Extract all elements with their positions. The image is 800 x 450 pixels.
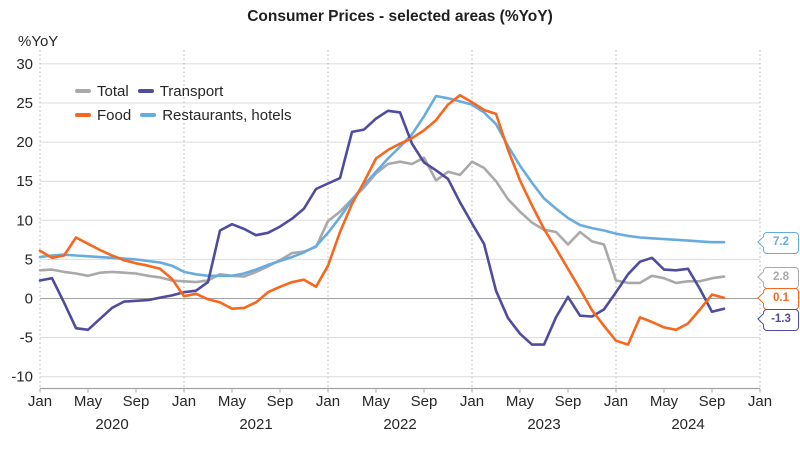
y-tick-label-20: 20 <box>16 134 33 151</box>
legend-label-total: Total <box>97 82 129 100</box>
y-tick-label--5: -5 <box>20 330 33 347</box>
y-tick-label-30: 30 <box>16 56 33 73</box>
end-label-transport: -1.3 <box>757 308 799 331</box>
x-tick-label: Jan <box>316 393 340 410</box>
year-label-2024: 2024 <box>671 416 704 433</box>
y-tick-label-25: 25 <box>16 95 33 112</box>
y-tick-label-10: 10 <box>16 212 33 229</box>
x-tick-label: Jan <box>748 393 772 410</box>
end-label-food: 0.1 <box>757 287 799 310</box>
series-line-total <box>38 156 726 285</box>
legend-swatch-transport <box>137 89 154 93</box>
legend: Total Transport Food Restaurants, hotels <box>75 79 291 127</box>
year-label-2020: 2020 <box>95 416 128 433</box>
year-label-2023: 2023 <box>527 416 560 433</box>
x-tick-label: May <box>218 393 247 410</box>
end-label-total: 2.8 <box>757 266 799 289</box>
x-tick-label: Sep <box>555 393 582 410</box>
y-tick-label-0: 0 <box>25 291 33 308</box>
y-tick-label-15: 15 <box>16 173 33 190</box>
year-label-2021: 2021 <box>239 416 272 433</box>
end-label-restaurants-hotels: 7.2 <box>757 232 799 255</box>
y-tick-label--10: -10 <box>11 369 33 386</box>
x-tick-label: Jan <box>460 393 484 410</box>
legend-label-transport: Transport <box>159 82 224 100</box>
legend-item-restaurants-hotels: Restaurants, hotels <box>140 107 291 124</box>
x-tick-label: May <box>74 393 103 410</box>
series-line-food <box>38 93 726 346</box>
x-tick-label: Sep <box>267 393 294 410</box>
y-axis-unit-label: %YoY <box>18 33 59 50</box>
legend-swatch-restaurants-hotels <box>140 113 157 117</box>
legend-row: Total Transport <box>75 79 291 103</box>
end-label-value: 2.8 <box>773 270 789 283</box>
legend-label-restaurants-hotels: Restaurants, hotels <box>162 106 292 124</box>
x-tick-label: May <box>362 393 391 410</box>
y-tick-label-5: 5 <box>25 251 33 268</box>
end-label-value: -1.3 <box>771 312 791 325</box>
chart-title: Consumer Prices - selected areas (%YoY) <box>247 8 553 25</box>
x-tick-label: Jan <box>604 393 628 410</box>
x-tick-label: Sep <box>699 393 726 410</box>
year-label-2022: 2022 <box>383 416 416 433</box>
x-tick-label: Sep <box>123 393 150 410</box>
x-tick-label: Jan <box>172 393 196 410</box>
end-label-value: 7.2 <box>773 236 789 249</box>
legend-row: Food Restaurants, hotels <box>75 103 291 127</box>
series-line-restaurants-hotels <box>38 94 726 278</box>
x-tick-label: Jan <box>28 393 52 410</box>
end-label-value: 0.1 <box>773 291 789 304</box>
x-tick-label: May <box>650 393 679 410</box>
legend-item-transport: Transport <box>137 82 224 100</box>
series-line-transport <box>38 109 726 346</box>
legend-item-food: Food <box>75 107 131 124</box>
x-tick-label: Sep <box>411 393 438 410</box>
legend-swatch-total <box>75 89 91 93</box>
legend-item-total: Total <box>75 83 129 100</box>
legend-swatch-food <box>75 113 91 117</box>
x-tick-label: May <box>506 393 535 410</box>
legend-label-food: Food <box>97 106 132 124</box>
